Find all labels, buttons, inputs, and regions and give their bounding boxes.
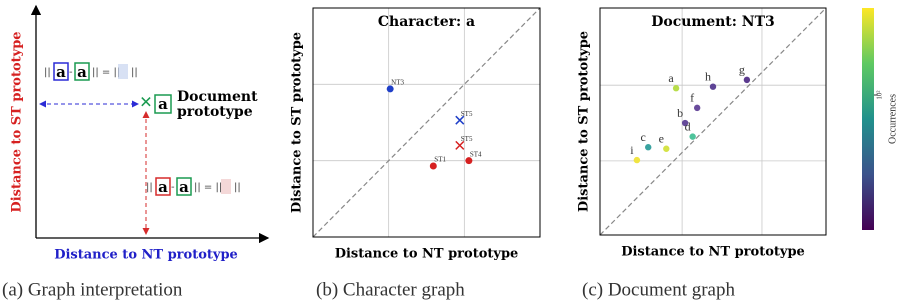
scatter-chart: Character: a Distance to NT prototype Dist… [290,8,541,262]
prototype-label: prototype [177,104,253,120]
formula-nt: || a - a || = || || [44,63,138,81]
colorbar-scale [862,8,874,230]
point-label: h [705,69,711,83]
svg-text:||: || [146,182,153,193]
diagonal [600,8,826,235]
point [663,146,669,152]
chart-title: Character: a [378,14,475,30]
svg-text:-: - [171,182,175,193]
point [689,133,695,139]
point-label: ST5 [461,110,473,118]
y-axis-label: Distance to ST prototype [290,32,305,213]
point-label: d [685,119,691,133]
caption: (a) Graph interpretation [2,279,183,300]
point-label: b [677,106,683,120]
formula-st: || a - a || = || || [146,178,241,196]
point [744,77,750,83]
point [694,105,700,111]
figure: Distance to ST prototype Distance to NT … [0,0,900,308]
glyph: a [179,178,189,196]
point-label: c [641,130,646,144]
caption: (c) Document graph [582,279,735,300]
glyph: a [158,95,168,113]
prototype-label: Document [177,89,258,105]
glyph: a [56,63,66,81]
svg-text:-: - [69,67,73,78]
point-label: f [690,91,694,105]
scatter-chart: Document: NT3 Distance to NT prototype Dis… [577,8,827,260]
svg-text:||: || [131,67,138,78]
glyph: a [77,63,87,81]
x-axis-label: Distance to NT prototype [54,248,238,263]
y-axis-label: Distance to ST prototype [10,31,25,212]
point [634,157,640,163]
point-label: a [668,71,674,85]
caption: (b) Character graph [316,279,465,300]
y-axis-label: Distance to ST prototype [577,31,592,212]
point-label: e [659,131,664,145]
colorbar-label: Occurrences [887,94,898,144]
panel-a: Distance to ST prototype Distance to NT … [10,6,269,263]
point-label: NT3 [391,79,404,87]
point [673,85,679,91]
point-label: i [630,143,634,157]
point-label: ST1 [434,156,446,164]
point [710,83,716,89]
colorbar-tick-label: 10² [876,90,884,99]
prototype-marker: ✕ [139,95,152,112]
chart-title: Document: NT3 [651,14,775,30]
svg-text:||: || [44,67,51,78]
point-label: g [739,63,745,77]
colorbar: 10² Occurrences [862,8,898,230]
x-axis-label: Distance to NT prototype [335,247,519,262]
svg-text:|| = ||: || = || [92,67,120,78]
point [645,144,651,150]
point-label: ST4 [470,150,482,158]
point-label: ST5 [461,135,473,143]
x-axis-label: Distance to NT prototype [621,245,805,260]
charts: Character: a Distance to NT prototype Dist… [290,8,827,262]
svg-text:|| = ||: || = || [194,182,222,193]
glyph: a [158,178,168,196]
diagonal [313,8,540,237]
svg-text:||: || [234,182,241,193]
